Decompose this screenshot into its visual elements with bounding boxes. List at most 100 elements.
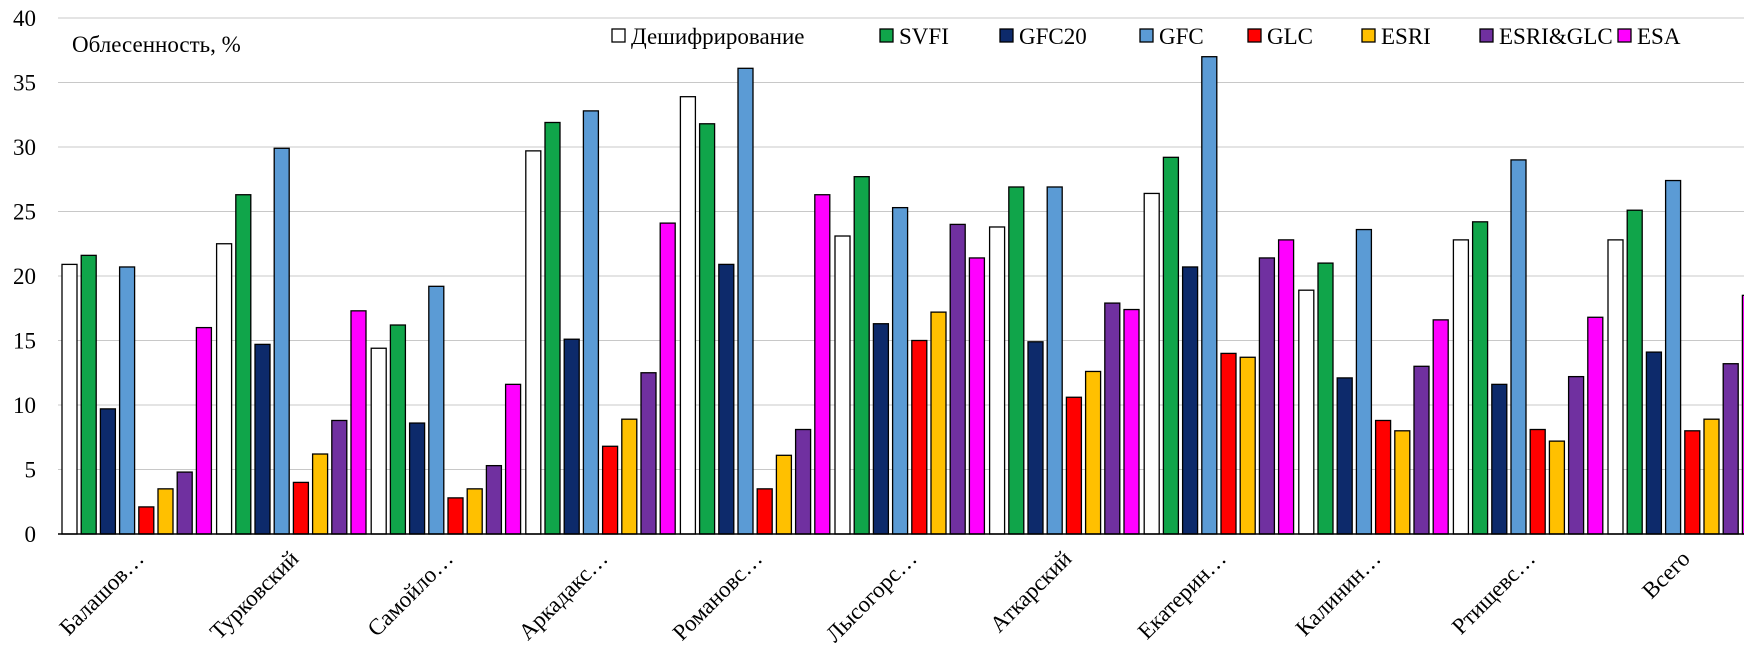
legend-item: ESA	[1617, 24, 1681, 49]
bar	[235, 194, 252, 535]
bar	[853, 176, 870, 535]
bar	[1626, 209, 1643, 535]
bar	[1471, 221, 1489, 535]
legend-item: ESRI&GLC	[1479, 24, 1613, 49]
y-tick-label: 0	[25, 522, 37, 547]
legend-swatch	[879, 28, 894, 43]
bar	[99, 408, 117, 535]
bar	[428, 285, 445, 535]
bar	[195, 326, 213, 535]
x-tick-label: Турковский	[205, 546, 303, 644]
bar	[1645, 351, 1663, 535]
bar	[1317, 262, 1334, 535]
bar	[1008, 186, 1025, 535]
x-tick-label: Всего	[1637, 546, 1695, 604]
bar	[292, 481, 310, 535]
legend-label: SVFI	[899, 24, 949, 49]
x-axis-ticks: Балашов… Турковский Самойло… Аркадакс… Роман…	[55, 546, 1695, 647]
bar	[1432, 319, 1449, 535]
bar	[891, 206, 909, 535]
bar	[1336, 377, 1353, 535]
bar	[350, 310, 367, 535]
bar	[1046, 186, 1063, 535]
bar	[311, 453, 329, 535]
bar	[389, 324, 407, 535]
bar	[1277, 239, 1295, 535]
y-tick-label: 20	[13, 264, 36, 289]
legend-item: GLC	[1247, 24, 1313, 49]
bar	[737, 67, 754, 535]
bar	[698, 123, 716, 535]
bar	[582, 110, 600, 535]
legend-swatch	[1361, 28, 1376, 43]
bar	[1567, 375, 1585, 535]
bar	[775, 454, 793, 535]
bar	[1664, 179, 1682, 535]
bar	[1181, 266, 1199, 535]
bar	[447, 497, 464, 535]
bar	[968, 257, 986, 535]
bar	[1684, 430, 1701, 535]
bar	[988, 226, 1006, 535]
bar	[872, 323, 890, 535]
y-tick-label: 30	[13, 135, 36, 160]
bar	[1104, 302, 1121, 535]
bar	[485, 464, 503, 535]
bar	[1162, 156, 1180, 535]
legend-swatch	[1247, 28, 1262, 43]
bar	[834, 235, 851, 535]
bar	[504, 383, 522, 535]
legend-label: GFC	[1159, 24, 1204, 49]
bar	[254, 343, 271, 535]
bar	[1298, 289, 1315, 535]
bar	[930, 311, 947, 535]
bar	[621, 418, 638, 535]
bar	[563, 338, 580, 535]
x-tick-label: Ртищевс…	[1447, 546, 1540, 639]
bar	[814, 194, 831, 535]
bar	[756, 488, 773, 535]
legend: Дешифрирование SVFI GFC20 GFC GLC ESRI ESRI&GL…	[611, 24, 1681, 49]
bar	[1143, 192, 1160, 535]
bar	[1220, 352, 1237, 535]
bar	[1741, 294, 1744, 535]
legend-label: ESRI	[1381, 24, 1431, 49]
bar	[679, 96, 697, 535]
legend-label: Дешифрирование	[631, 24, 805, 49]
bar	[1027, 341, 1044, 535]
x-tick-label: Екатерин…	[1133, 546, 1231, 644]
x-tick-label: Аркадакс…	[514, 546, 613, 645]
bar	[1452, 239, 1470, 535]
legend-item: GFC	[1139, 24, 1204, 49]
y-tick-label: 40	[13, 6, 36, 31]
bar	[1413, 365, 1430, 535]
legend-item: GFC20	[999, 24, 1087, 49]
legend-item: ESRI	[1361, 24, 1431, 49]
y-axis-label: Облесенность, %	[72, 32, 241, 57]
bar	[466, 488, 483, 535]
legend-label: GFC20	[1019, 24, 1087, 49]
legend-swatch	[1617, 28, 1632, 43]
bar	[273, 147, 290, 535]
y-tick-label: 25	[13, 200, 36, 225]
legend-label: ESRI&GLC	[1499, 24, 1613, 49]
bar	[61, 263, 78, 535]
bar	[331, 419, 348, 535]
bar	[718, 263, 735, 535]
bar	[408, 422, 426, 535]
x-tick-label: Романовс…	[668, 546, 767, 645]
bar	[118, 266, 136, 535]
bar	[1510, 159, 1527, 535]
bar	[640, 372, 657, 535]
x-tick-label: Самойло…	[363, 546, 458, 641]
bar	[80, 254, 97, 535]
legend-swatch	[1139, 28, 1154, 43]
bar	[138, 506, 155, 535]
bar	[1084, 370, 1102, 535]
x-tick-label: Балашов…	[55, 546, 149, 640]
bar	[1529, 428, 1546, 535]
bar	[1258, 257, 1276, 535]
bar	[1703, 418, 1720, 535]
bar	[1394, 430, 1411, 535]
